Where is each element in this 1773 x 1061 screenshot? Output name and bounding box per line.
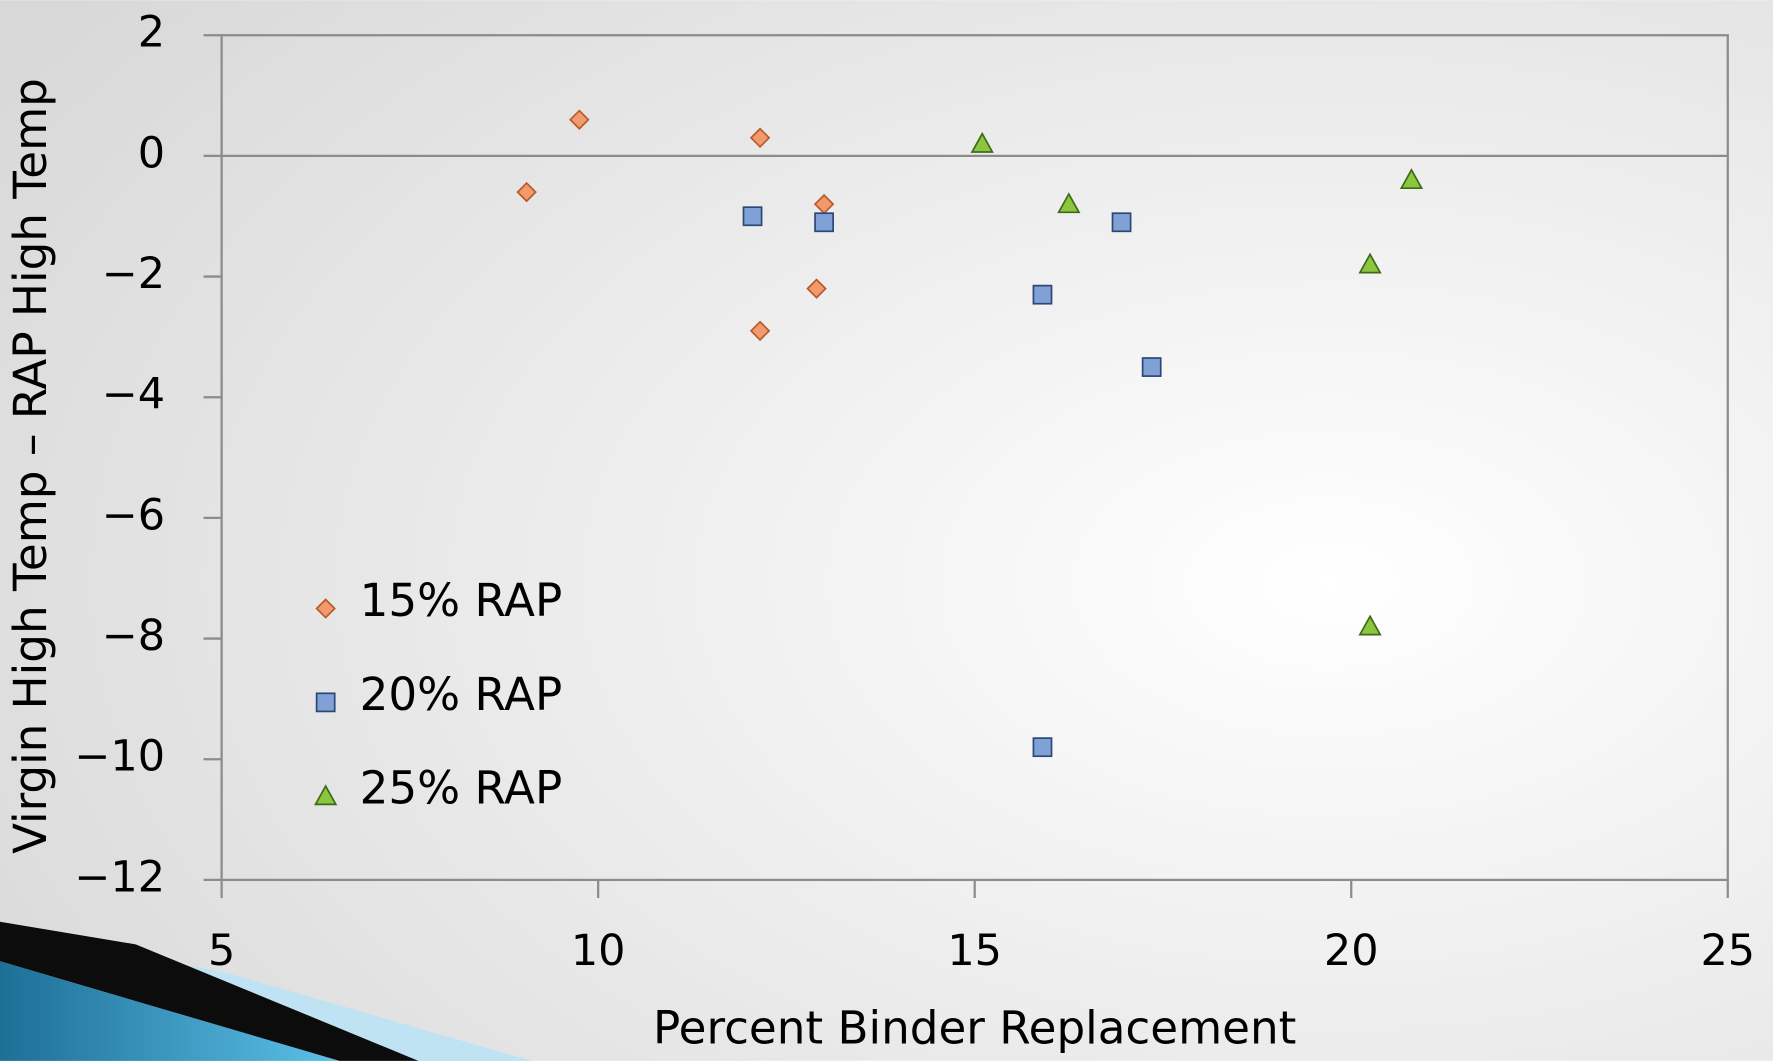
x-axis-title: Percent Binder Replacement — [653, 1001, 1296, 1054]
point — [1033, 738, 1051, 756]
y-tick-label: −10 — [74, 732, 165, 782]
y-tick-label: 0 — [138, 128, 165, 178]
y-tick-label: −4 — [102, 370, 165, 420]
y-axis-title: Virgin High Temp – RAP High Temp — [4, 78, 57, 854]
x-tick-label: 15 — [947, 926, 1002, 976]
x-tick-label: 20 — [1324, 926, 1379, 976]
legend-label: 20% RAP — [360, 668, 563, 721]
y-tick-label: −8 — [102, 611, 165, 661]
point — [1113, 213, 1131, 231]
y-tick-label: −6 — [102, 490, 165, 540]
background — [0, 0, 1773, 1061]
point — [1033, 286, 1051, 304]
x-tick-label: 25 — [1700, 926, 1755, 976]
y-tick-label: 2 — [138, 8, 165, 58]
point — [1143, 358, 1161, 376]
point — [815, 213, 833, 231]
legend-marker — [317, 693, 335, 711]
legend-label: 25% RAP — [360, 762, 563, 815]
legend-label: 15% RAP — [360, 574, 563, 627]
point — [743, 207, 761, 225]
x-tick-label: 5 — [208, 926, 235, 976]
chart: Percent Binder Replacement Virgin High T… — [0, 0, 1773, 1061]
y-tick-label: −2 — [102, 249, 165, 299]
x-tick-label: 10 — [571, 926, 626, 976]
page: {"chart_data": { "type": "scatter", "xla… — [0, 0, 1773, 1061]
y-tick-label: −12 — [74, 852, 165, 902]
